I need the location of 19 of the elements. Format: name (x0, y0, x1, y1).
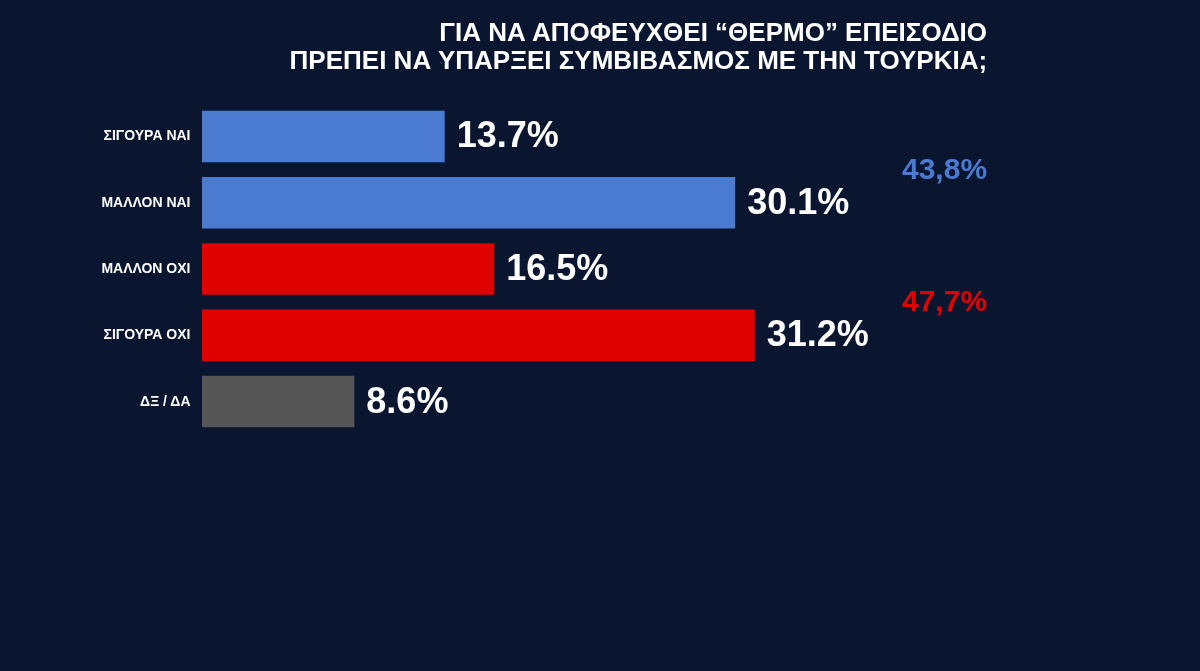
y-tick-label: ΣΙΓΟΥΡΑ ΟΧΙ (103, 326, 191, 343)
text: ΠΡΕΠΕΙ ΝΑ ΥΠΑΡΞΕΙ ΣΥΜΒΙΒΑΣΜΟΣ ΜΕ ΤΗΝ ΤΟΥΡΚΙΑ; (289, 45, 988, 75)
bar (202, 243, 495, 295)
data-label: 16.5% (506, 247, 609, 288)
data-label: 13.7% (456, 114, 559, 156)
data-label: 31.2% (766, 313, 869, 355)
y-tick-label: ΜΑΛΛΟΝ ΝΑΙ (101, 193, 191, 210)
text: 47,7% (902, 284, 988, 318)
bar (202, 375, 355, 428)
data-label: 8.6% (366, 379, 449, 421)
y-tick-label: ΔΞ / ΔΑ (140, 392, 191, 409)
data-label: 30.1% (747, 180, 850, 222)
y-tick-label: ΣΙΓΟΥΡΑ ΝΑΙ (103, 127, 191, 144)
bar (202, 309, 755, 362)
bar (202, 110, 445, 163)
text: ΓΙΑ ΝΑ ΑΠΟΦΕΥΧΘΕΙ “ΘΕΡΜΟ” ΕΠΕΙΣΟΔΙΟ (439, 17, 988, 47)
bar (202, 176, 736, 229)
text: 43,8% (902, 151, 988, 185)
y-tick-label: ΜΑΛΛΟΝ ΟΧΙ (101, 260, 191, 276)
